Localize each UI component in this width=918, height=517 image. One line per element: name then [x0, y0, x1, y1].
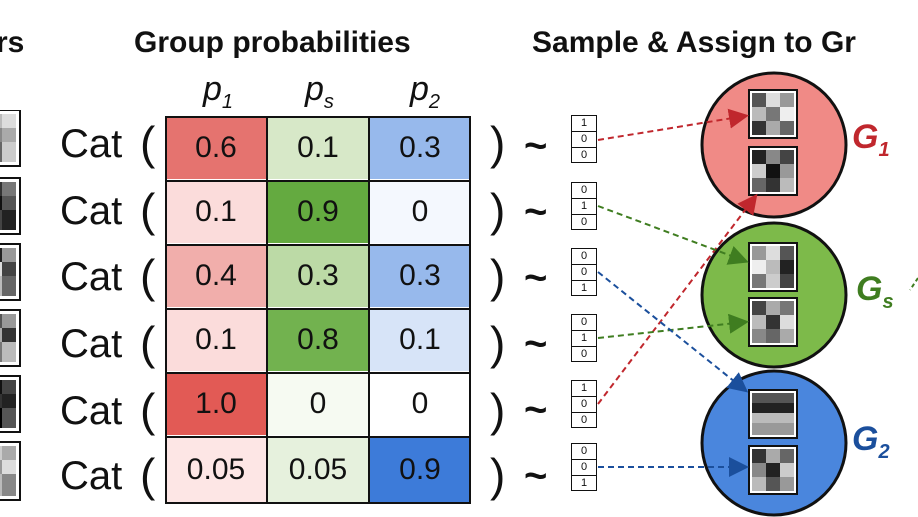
cat-label: Cat	[60, 322, 123, 366]
onehot-entry: 0	[572, 315, 596, 331]
tilde-symbol: ~	[524, 322, 548, 366]
group-thumbnail	[748, 445, 798, 495]
open-paren: (	[140, 117, 156, 169]
cat-label: Cat	[60, 189, 123, 233]
onehot-entry: 1	[572, 116, 596, 132]
feature-thumbnail	[0, 177, 21, 235]
group-thumbnail	[748, 146, 798, 196]
group-label-g2: G2	[852, 420, 890, 463]
onehot-entry: 0	[580, 149, 588, 161]
open-paren: (	[140, 449, 156, 501]
partial-arrow	[909, 277, 918, 291]
feature-thumbnail	[0, 309, 21, 367]
onehot-entry: 0	[580, 348, 588, 360]
prob-cell: 0.1	[370, 309, 470, 371]
onehot-vector: 0 0 1	[571, 248, 597, 296]
prob-cell: 0.6	[166, 117, 266, 179]
onehot-vector: 0 1 0	[571, 182, 597, 230]
prob-cell: 0.1	[166, 181, 266, 243]
prob-cell: 0.4	[166, 245, 266, 307]
group-thumbnail	[748, 89, 798, 139]
tilde-symbol: ~	[524, 124, 548, 168]
onehot-entry: 0	[572, 460, 596, 476]
features-heading-fragment: rs	[0, 26, 25, 59]
onehot-vector: 0 0 1	[571, 443, 597, 491]
feature-thumbnail	[0, 110, 21, 167]
group-thumbnail	[748, 242, 798, 292]
group-circle-g2	[700, 369, 848, 517]
onehot-entry: 1	[572, 381, 596, 397]
onehot-entry: 0	[572, 265, 596, 281]
close-paren: )	[490, 384, 506, 436]
prob-cell: 0	[370, 373, 470, 435]
onehot-entry: 1	[580, 477, 588, 489]
group-label-gs: Gs	[856, 270, 894, 313]
grid-lines	[165, 116, 471, 504]
group-label-g1: G1	[852, 118, 890, 161]
onehot-entry: 0	[572, 132, 596, 148]
tilde-symbol: ~	[524, 190, 548, 234]
open-paren: (	[140, 384, 156, 436]
onehot-entry: 0	[580, 414, 588, 426]
prob-cell: 0.3	[370, 117, 470, 179]
column-header-p1: p1	[203, 70, 234, 113]
feature-thumbnail	[0, 441, 21, 501]
close-paren: )	[490, 250, 506, 302]
open-paren: (	[140, 184, 156, 236]
prob-cell: 0.9	[268, 181, 368, 243]
prob-cell: 0.3	[268, 245, 368, 307]
onehot-entry: 0	[572, 444, 596, 460]
tilde-symbol: ~	[524, 388, 548, 432]
open-paren: (	[140, 317, 156, 369]
onehot-entry: 0	[572, 397, 596, 413]
tilde-symbol: ~	[524, 256, 548, 300]
onehot-vector: 0 1 0	[571, 314, 597, 362]
column-header-ps: ps	[305, 70, 334, 113]
prob-cell: 0	[268, 373, 368, 435]
close-paren: )	[490, 449, 506, 501]
cat-label: Cat	[60, 122, 123, 166]
open-paren: (	[140, 250, 156, 302]
column-header-p2: p2	[410, 70, 441, 113]
prob-cell: 0.1	[268, 117, 368, 179]
prob-cell: 0.05	[268, 437, 368, 503]
sample-assign-heading: Sample & Assign to Gr	[532, 26, 856, 59]
cat-label: Cat	[60, 454, 123, 498]
feature-thumbnails	[0, 110, 21, 501]
close-paren: )	[490, 317, 506, 369]
close-paren: )	[490, 117, 506, 169]
prob-cell: 1.0	[166, 373, 266, 435]
feature-thumbnail	[0, 243, 21, 301]
onehot-vector: 1 0 0	[571, 115, 597, 163]
prob-cell: 0.1	[166, 309, 266, 371]
onehot-vector: 1 0 0	[571, 380, 597, 428]
prob-cell: 0	[370, 181, 470, 243]
group-thumbnail	[748, 297, 798, 347]
onehot-entry: 0	[580, 216, 588, 228]
cat-label: Cat	[60, 389, 123, 433]
onehot-entry: 0	[572, 249, 596, 265]
onehot-entry: 1	[572, 331, 596, 347]
assignment-arrow	[597, 193, 758, 405]
prob-cell: 0.9	[370, 437, 470, 503]
onehot-entry: 1	[572, 199, 596, 215]
tilde-symbol: ~	[524, 454, 548, 498]
onehot-entry: 0	[572, 183, 596, 199]
close-paren: )	[490, 184, 506, 236]
group-thumbnail	[748, 389, 798, 439]
prob-cell: 0.05	[166, 437, 266, 503]
feature-thumbnail	[0, 375, 21, 433]
cat-label: Cat	[60, 255, 123, 299]
assignment-arrow	[597, 108, 749, 141]
onehot-entry: 1	[580, 282, 588, 294]
prob-cell: 0.3	[370, 245, 470, 307]
group-probabilities-heading: Group probabilities	[134, 26, 411, 59]
assignment-arrow	[597, 271, 749, 393]
assignment-arrow	[597, 205, 749, 265]
prob-cell: 0.8	[268, 309, 368, 371]
